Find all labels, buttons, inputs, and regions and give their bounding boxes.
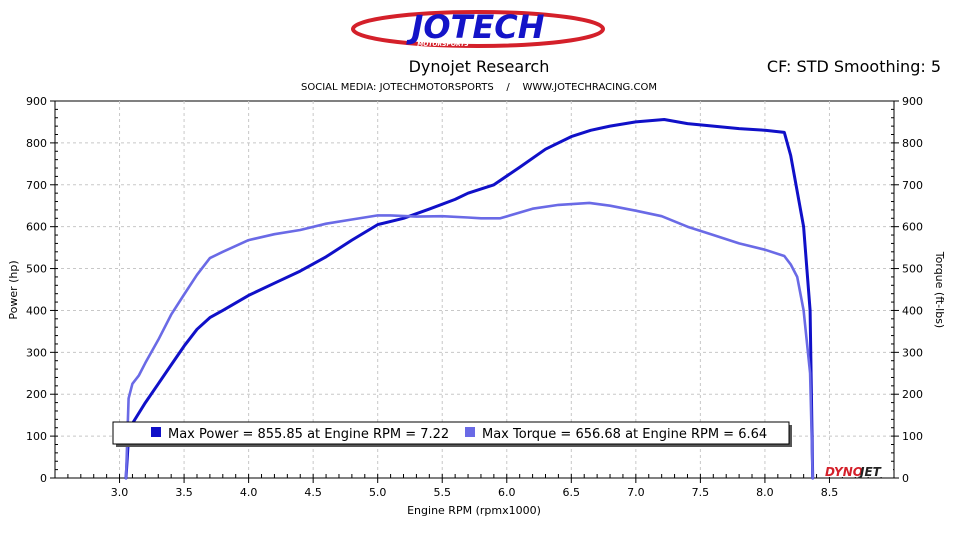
y-axis-title-left: Power (hp) xyxy=(7,260,20,319)
logo-swoosh xyxy=(351,10,605,48)
y-tick-label-left: 400 xyxy=(26,304,47,317)
y-tick-label-right: 800 xyxy=(902,137,923,150)
x-tick-label: 7.5 xyxy=(692,486,710,499)
x-tick-label: 4.0 xyxy=(240,486,258,499)
x-tick-label: 8.0 xyxy=(756,486,774,499)
y-tick-label-right: 500 xyxy=(902,263,923,276)
plot-area xyxy=(54,100,895,479)
y-tick-label-right: 200 xyxy=(902,388,923,401)
x-tick-label: 6.0 xyxy=(498,486,516,499)
legend-power-label: Max Power = 855.85 at Engine RPM = 7.22 xyxy=(168,427,449,442)
x-tick-label: 7.0 xyxy=(627,486,645,499)
social-caption: SOCIAL MEDIA: JOTECHMOTORSPORTS / WWW.JO… xyxy=(301,82,657,93)
y-tick-label-left: 100 xyxy=(26,430,47,443)
y-tick-label-left: 900 xyxy=(26,95,47,108)
y-tick-label-left: 500 xyxy=(26,263,47,276)
y-tick-label-right: 400 xyxy=(902,304,923,317)
legend-power-swatch xyxy=(151,427,161,437)
chart-title: Dynojet Research xyxy=(409,57,550,76)
legend-torque-swatch xyxy=(465,427,475,437)
legend-torque-label: Max Torque = 656.68 at Engine RPM = 6.64 xyxy=(482,427,767,442)
y-axis-title-right: Torque (ft-lbs) xyxy=(933,251,946,328)
y-tick-label-left: 700 xyxy=(26,179,47,192)
legend: Max Power = 855.85 at Engine RPM = 7.22 … xyxy=(112,421,792,447)
series-torque-line xyxy=(124,201,815,480)
y-tick-label-left: 600 xyxy=(26,221,47,234)
y-tick-label-right: 300 xyxy=(902,346,923,359)
logo-sub: MOTORSPORTS xyxy=(417,41,468,48)
x-tick-label: 6.5 xyxy=(563,486,581,499)
y-tick-label-left: 300 xyxy=(26,346,47,359)
y-tick-label-right: 600 xyxy=(902,221,923,234)
x-tick-label: 3.0 xyxy=(111,486,129,499)
jotech-logo: JOTECH MOTORSPORTS xyxy=(351,8,605,48)
series-lines xyxy=(124,118,815,480)
y-tick-label-right: 700 xyxy=(902,179,923,192)
axis-ticks: 3.0 3.5 4.0 4.5 5.0 5.5 6.0 6.5 7.0 7.5 8.0 8.5 0 0 10… xyxy=(26,95,923,499)
watermark-jet: JET xyxy=(858,465,882,479)
y-tick-label-left: 200 xyxy=(26,388,47,401)
correction-label: CF: STD Smoothing: 5 xyxy=(767,57,941,76)
watermark-bg xyxy=(823,465,893,477)
y-tick-label-left: 800 xyxy=(26,137,47,150)
x-tick-label: 8.5 xyxy=(821,486,839,499)
x-tick-label: 5.0 xyxy=(369,486,387,499)
logo-main: JOTECH xyxy=(405,8,544,46)
x-axis-title: Engine RPM (rpmx1000) xyxy=(407,504,541,517)
series-power-line xyxy=(124,118,815,480)
dynojet-watermark: DYNO JET xyxy=(823,465,893,479)
y-tick-label-right: 100 xyxy=(902,430,923,443)
x-tick-label: 4.5 xyxy=(304,486,322,499)
y-tick-label-left: 0 xyxy=(40,472,47,485)
y-tick-label-right: 900 xyxy=(902,95,923,108)
y-tick-label-right: 0 xyxy=(902,472,909,485)
x-tick-label: 5.5 xyxy=(433,486,451,499)
watermark-dyno: DYNO xyxy=(825,465,863,479)
legend-box xyxy=(112,421,790,445)
x-tick-label: 3.5 xyxy=(175,486,193,499)
